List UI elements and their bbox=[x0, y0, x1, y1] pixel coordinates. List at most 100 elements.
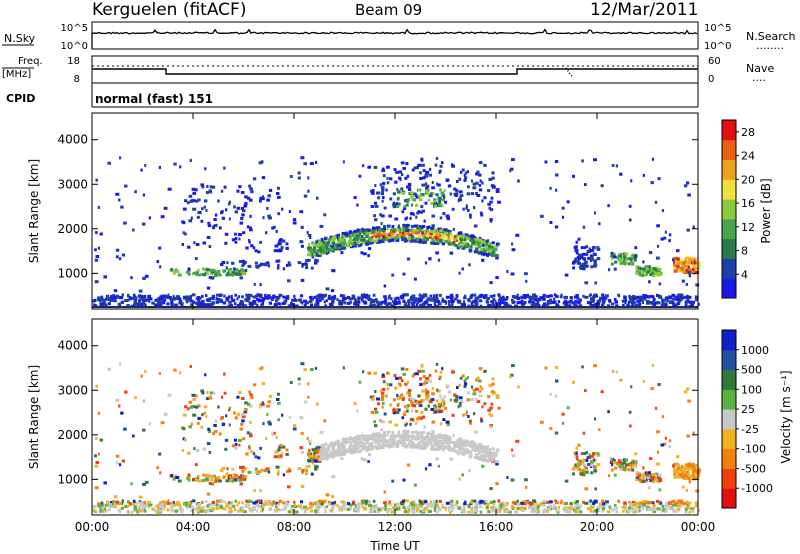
velocity-cell bbox=[584, 470, 589, 474]
velocity-cell bbox=[589, 508, 592, 512]
power-cell bbox=[415, 215, 418, 219]
power-cell bbox=[619, 252, 623, 256]
velocity-cell bbox=[522, 500, 527, 503]
power-cell bbox=[394, 236, 399, 240]
velocity-cell bbox=[467, 391, 470, 395]
velocity-cell bbox=[115, 500, 119, 504]
velocity-cell bbox=[445, 434, 448, 438]
velocity-cell bbox=[336, 504, 339, 508]
power-cell bbox=[564, 273, 569, 277]
power-cell bbox=[459, 245, 464, 249]
velocity-cell bbox=[447, 435, 450, 439]
velocity-cell bbox=[626, 463, 631, 467]
power-cell bbox=[466, 192, 471, 196]
velocity-cell bbox=[687, 474, 691, 478]
power-cell bbox=[463, 238, 467, 242]
velocity-cell bbox=[147, 503, 150, 507]
power-cell bbox=[561, 206, 565, 210]
power-cell bbox=[245, 269, 248, 272]
velocity-cell bbox=[314, 456, 318, 460]
power-cell bbox=[438, 169, 442, 173]
power-cell bbox=[663, 298, 667, 302]
velocity-cell bbox=[215, 503, 218, 507]
velocity-cell bbox=[301, 470, 304, 474]
power-cell bbox=[407, 188, 412, 191]
velocity-cell bbox=[380, 396, 385, 400]
velocity-cell bbox=[456, 501, 459, 505]
velocity-cell bbox=[370, 444, 375, 448]
power-cell bbox=[374, 201, 378, 205]
velocity-cell bbox=[111, 502, 114, 506]
power-cell bbox=[657, 271, 662, 275]
velocity-cell bbox=[356, 448, 359, 452]
power-cell bbox=[383, 295, 387, 299]
power-cell bbox=[492, 298, 496, 301]
velocity-cell bbox=[373, 439, 378, 443]
velocity-cell bbox=[462, 510, 466, 514]
velocity-cell bbox=[481, 405, 484, 409]
power-cell bbox=[487, 189, 491, 193]
power-cell bbox=[244, 260, 247, 264]
velocity-cell bbox=[555, 509, 559, 513]
power-cell bbox=[479, 248, 483, 252]
power-cell bbox=[611, 164, 615, 167]
power-cell bbox=[307, 189, 310, 193]
velocity-cell bbox=[453, 444, 457, 448]
velocity-cell bbox=[457, 437, 461, 441]
velocity-cell bbox=[133, 507, 138, 511]
power-cell bbox=[314, 259, 319, 263]
velocity-cell bbox=[596, 463, 601, 467]
velocity-cell bbox=[647, 473, 652, 477]
power-cell bbox=[522, 296, 527, 300]
power-cell bbox=[409, 212, 412, 216]
velocity-cell bbox=[367, 501, 370, 505]
power-cell bbox=[97, 205, 100, 209]
velocity-cell bbox=[483, 369, 487, 373]
power-cell bbox=[325, 287, 330, 291]
velocity-cell bbox=[594, 465, 598, 469]
nsearch-label: N.Search bbox=[746, 30, 796, 43]
power-cell bbox=[110, 299, 114, 302]
velocity-cell bbox=[553, 503, 556, 507]
power-cell bbox=[575, 240, 579, 244]
power-cell bbox=[692, 268, 695, 272]
power-cell bbox=[201, 273, 205, 276]
power-cell bbox=[428, 167, 432, 171]
velocity-cell bbox=[339, 500, 344, 504]
velocity-cell bbox=[267, 420, 271, 424]
power-cell bbox=[222, 269, 225, 273]
power-cell bbox=[240, 216, 244, 220]
velocity-cell bbox=[487, 510, 491, 514]
power-cell bbox=[566, 200, 570, 204]
power-cell bbox=[414, 231, 419, 235]
power-cell bbox=[419, 294, 423, 298]
power-cell bbox=[215, 297, 218, 301]
velocity-cell bbox=[236, 509, 241, 513]
power-cell bbox=[657, 177, 661, 181]
power-cell bbox=[158, 246, 162, 250]
velocity-cell bbox=[380, 398, 384, 402]
velocity-cell bbox=[641, 476, 645, 480]
power-cell bbox=[417, 226, 420, 230]
velocity-cell bbox=[375, 504, 378, 507]
power-cell bbox=[285, 242, 289, 246]
power-cell bbox=[525, 279, 528, 283]
power-cell bbox=[470, 179, 474, 183]
power-cell bbox=[642, 297, 647, 301]
velocity-cell bbox=[192, 397, 197, 401]
power-cell bbox=[137, 299, 141, 303]
power-cell bbox=[259, 262, 263, 266]
velocity-cell bbox=[516, 510, 519, 514]
velocity-cell bbox=[217, 504, 221, 507]
power-cell bbox=[203, 205, 206, 209]
velocity-cell bbox=[385, 394, 388, 398]
velocity-cell bbox=[680, 503, 684, 507]
power-cell bbox=[400, 235, 405, 239]
velocity-cell bbox=[352, 500, 356, 504]
velocity-cell bbox=[141, 507, 144, 511]
velocity-cell bbox=[669, 502, 673, 506]
power-y-axis-label: Slant Range [km] bbox=[27, 159, 41, 263]
velocity-cell bbox=[259, 446, 262, 450]
power-cell bbox=[313, 245, 316, 249]
velocity-cell bbox=[245, 499, 249, 503]
